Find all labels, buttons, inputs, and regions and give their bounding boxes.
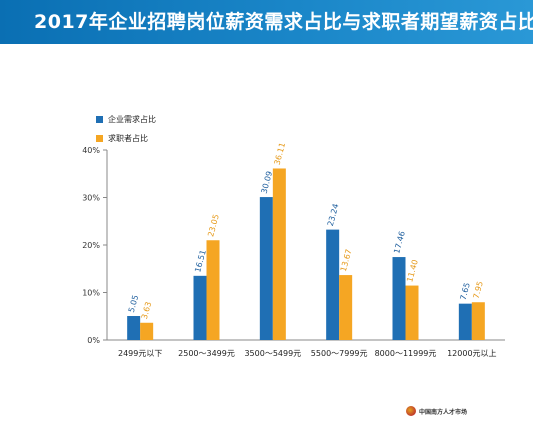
y-tick-label: 0% (87, 336, 100, 345)
legend-swatch-company (96, 115, 103, 123)
data-label-jobseeker: 13.67 (339, 248, 354, 272)
legend-item-jobseeker: 求职者占比 (96, 130, 156, 146)
page-title: 2017年企业招聘岗位薪资需求占比与求职者期望薪资占比 (34, 11, 533, 33)
title-banner: 2017年企业招聘岗位薪资需求占比与求职者期望薪资占比 (0, 0, 533, 44)
legend-item-company: 企业需求占比 (96, 111, 156, 127)
data-label-jobseeker: 36.11 (273, 142, 288, 166)
data-label-company: 23.24 (326, 203, 341, 227)
bar-jobseeker (405, 285, 419, 340)
data-label-company: 5.05 (127, 294, 140, 314)
x-tick-label: 8000～11999元 (375, 349, 437, 358)
data-label-jobseeker: 7.95 (472, 280, 485, 300)
chart-legend: 企业需求占比 求职者占比 (96, 111, 156, 149)
legend-label-jobseeker: 求职者占比 (108, 133, 148, 143)
bar-company (326, 229, 340, 340)
bar-company (193, 275, 207, 340)
data-label-company: 30.09 (260, 170, 275, 194)
data-label-jobseeker: 3.63 (140, 301, 153, 321)
bar-company (259, 197, 273, 340)
y-tick-label: 30% (82, 194, 100, 203)
bar-jobseeker (140, 322, 154, 340)
logo-text: 中国南方人才市场 (419, 408, 468, 416)
x-tick-label: 12000元以上 (447, 349, 496, 358)
bar-jobseeker (206, 240, 220, 340)
legend-label-company: 企业需求占比 (108, 114, 156, 124)
data-label-company: 16.51 (193, 249, 208, 273)
data-label-jobseeker: 23.05 (206, 213, 221, 237)
bar-jobseeker (272, 168, 286, 340)
x-tick-label: 2499元以下 (118, 349, 162, 358)
footer-logo: 中国南方人才市场 (406, 406, 467, 416)
bar-jobseeker (339, 275, 353, 340)
data-label-company: 7.65 (459, 282, 472, 302)
bar-jobseeker (471, 302, 485, 340)
data-label-company: 17.46 (392, 230, 407, 254)
bar-company (127, 316, 141, 340)
logo-mark-icon (406, 406, 416, 416)
y-tick-label: 20% (82, 241, 100, 250)
x-tick-label: 5500～7999元 (311, 349, 368, 358)
x-tick-label: 3500～5499元 (244, 349, 301, 358)
legend-swatch-jobseeker (96, 134, 103, 142)
y-tick-label: 10% (82, 289, 100, 298)
bar-company (392, 257, 406, 340)
y-tick-label: 40% (82, 146, 100, 155)
x-tick-label: 2500～3499元 (178, 349, 235, 358)
data-label-jobseeker: 11.40 (405, 259, 420, 283)
bar-company (458, 303, 472, 340)
